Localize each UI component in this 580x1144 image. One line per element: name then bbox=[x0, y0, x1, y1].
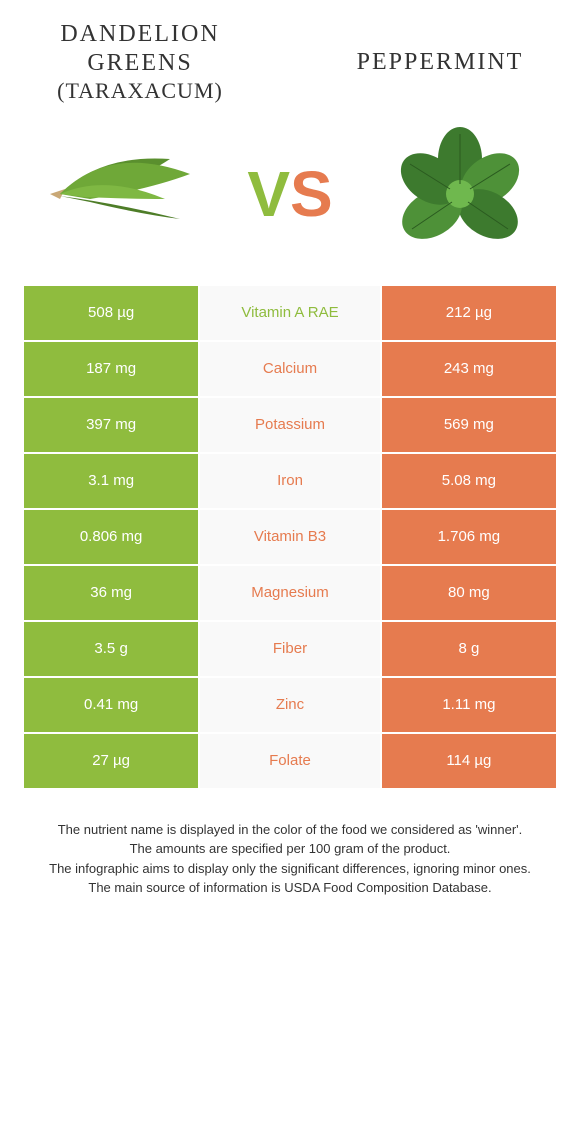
nutrient-table: 508 µgVitamin A RAE212 µg187 mgCalcium24… bbox=[22, 284, 558, 790]
right-value-cell: 569 mg bbox=[382, 398, 556, 452]
nutrient-name-cell: Fiber bbox=[200, 622, 380, 676]
footer-line-3: The infographic aims to display only the… bbox=[25, 859, 555, 879]
nutrient-name-cell: Vitamin A RAE bbox=[200, 286, 380, 340]
left-value-cell: 0.806 mg bbox=[24, 510, 198, 564]
table-row: 3.5 gFiber8 g bbox=[24, 622, 556, 676]
right-food-image bbox=[370, 124, 550, 264]
left-value-cell: 3.1 mg bbox=[24, 454, 198, 508]
left-food-name: DANDELION GREENS bbox=[60, 21, 219, 76]
footer-notes: The nutrient name is displayed in the co… bbox=[0, 790, 580, 918]
nutrient-name-cell: Magnesium bbox=[200, 566, 380, 620]
footer-line-1: The nutrient name is displayed in the co… bbox=[25, 820, 555, 840]
right-value-cell: 1.706 mg bbox=[382, 510, 556, 564]
peppermint-icon bbox=[370, 124, 550, 264]
footer-line-4: The main source of information is USDA F… bbox=[25, 878, 555, 898]
header: DANDELION GREENS (TARAXACUM) PEPPERMINT bbox=[0, 0, 580, 114]
table-row: 27 µgFolate114 µg bbox=[24, 734, 556, 788]
right-value-cell: 80 mg bbox=[382, 566, 556, 620]
left-food-image bbox=[30, 124, 210, 264]
footer-line-2: The amounts are specified per 100 gram o… bbox=[25, 839, 555, 859]
right-value-cell: 8 g bbox=[382, 622, 556, 676]
right-food-name: PEPPERMINT bbox=[357, 49, 524, 75]
left-value-cell: 3.5 g bbox=[24, 622, 198, 676]
right-value-cell: 212 µg bbox=[382, 286, 556, 340]
table-row: 508 µgVitamin A RAE212 µg bbox=[24, 286, 556, 340]
images-row: VS bbox=[0, 114, 580, 284]
left-value-cell: 508 µg bbox=[24, 286, 198, 340]
left-value-cell: 36 mg bbox=[24, 566, 198, 620]
table-row: 397 mgPotassium569 mg bbox=[24, 398, 556, 452]
vs-label: VS bbox=[247, 157, 332, 231]
left-value-cell: 27 µg bbox=[24, 734, 198, 788]
dandelion-greens-icon bbox=[30, 124, 210, 264]
table-row: 187 mgCalcium243 mg bbox=[24, 342, 556, 396]
nutrient-name-cell: Potassium bbox=[200, 398, 380, 452]
left-food-title: DANDELION GREENS (TARAXACUM) bbox=[30, 20, 250, 104]
table-row: 3.1 mgIron5.08 mg bbox=[24, 454, 556, 508]
right-value-cell: 1.11 mg bbox=[382, 678, 556, 732]
nutrient-name-cell: Calcium bbox=[200, 342, 380, 396]
table-row: 36 mgMagnesium80 mg bbox=[24, 566, 556, 620]
right-value-cell: 5.08 mg bbox=[382, 454, 556, 508]
table-row: 0.806 mgVitamin B31.706 mg bbox=[24, 510, 556, 564]
nutrient-name-cell: Iron bbox=[200, 454, 380, 508]
vs-v: V bbox=[247, 158, 290, 230]
right-value-cell: 243 mg bbox=[382, 342, 556, 396]
right-food-title: PEPPERMINT bbox=[330, 48, 550, 77]
left-value-cell: 0.41 mg bbox=[24, 678, 198, 732]
left-value-cell: 397 mg bbox=[24, 398, 198, 452]
table-row: 0.41 mgZinc1.11 mg bbox=[24, 678, 556, 732]
nutrient-name-cell: Vitamin B3 bbox=[200, 510, 380, 564]
vs-s: S bbox=[290, 158, 333, 230]
right-value-cell: 114 µg bbox=[382, 734, 556, 788]
nutrient-name-cell: Zinc bbox=[200, 678, 380, 732]
left-food-subname: (TARAXACUM) bbox=[30, 78, 250, 104]
nutrient-name-cell: Folate bbox=[200, 734, 380, 788]
left-value-cell: 187 mg bbox=[24, 342, 198, 396]
